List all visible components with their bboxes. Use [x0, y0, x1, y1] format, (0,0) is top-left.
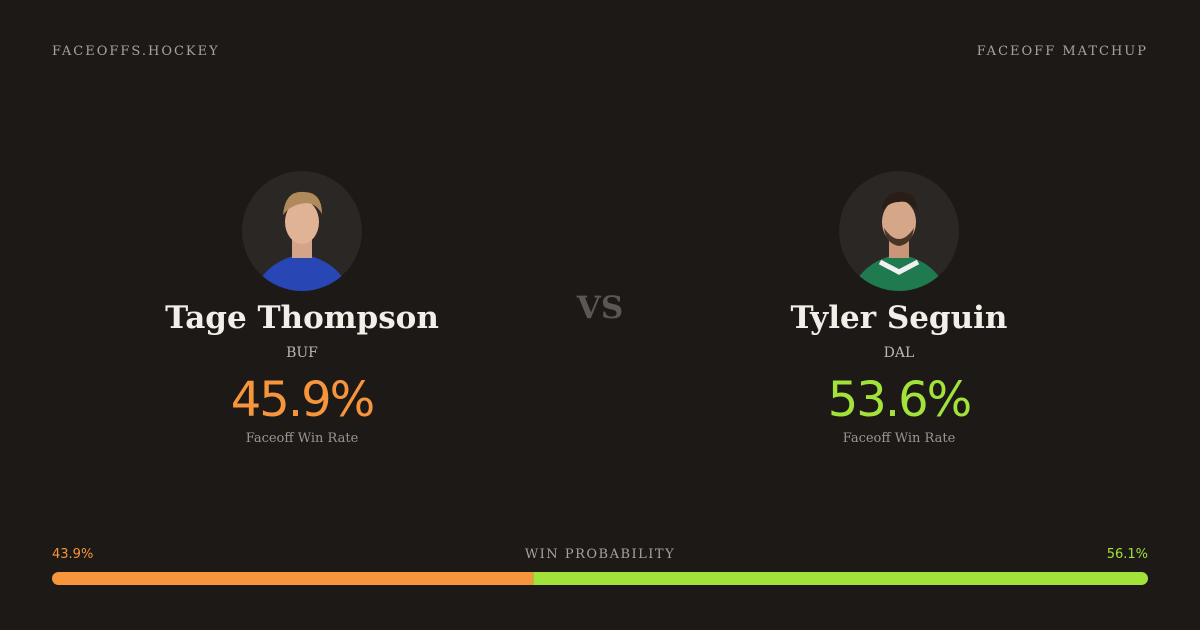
right-probability: 56.1%	[1106, 547, 1148, 562]
win-rate-label: Faceoff Win Rate	[245, 431, 359, 446]
avatar	[242, 171, 362, 291]
win-rate-label: Faceoff Win Rate	[842, 431, 956, 446]
team: DAL	[883, 345, 915, 361]
player-name: Tyler Seguin	[790, 300, 1008, 336]
win-rate: 45.9%	[230, 372, 375, 428]
brand: FACEOFFS.HOCKEY	[52, 44, 220, 59]
page-label: FACEOFF MATCHUP	[976, 44, 1148, 59]
probability-bar	[52, 572, 1148, 585]
probability-segment	[533, 572, 1148, 585]
vs: VS	[576, 290, 624, 326]
probability-segment	[52, 572, 534, 585]
probability-title: WIN PROBABILITY	[524, 547, 676, 562]
player-name: Tage Thompson	[165, 300, 439, 336]
win-rate: 53.6%	[827, 372, 972, 428]
left-probability: 43.9%	[52, 547, 94, 562]
team: BUF	[286, 345, 318, 361]
avatar	[839, 171, 959, 291]
